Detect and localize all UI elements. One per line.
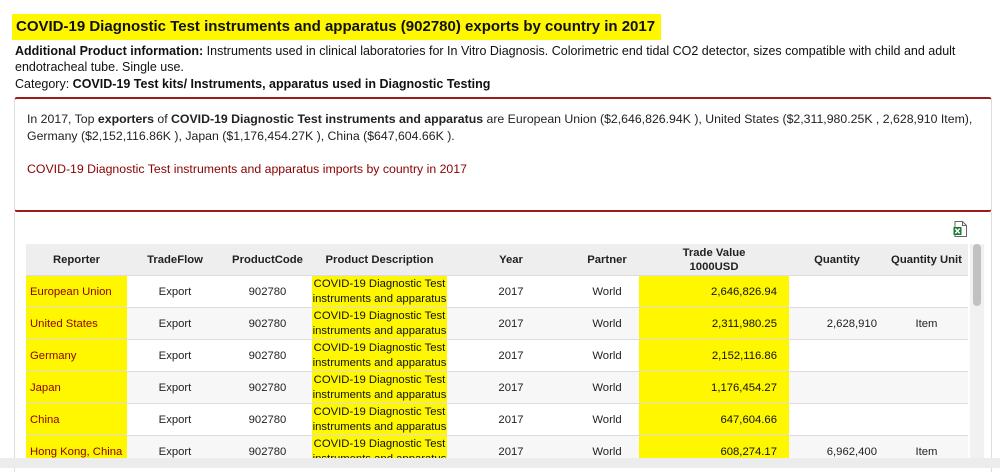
cell-trade-value: 2,152,116.86 (639, 339, 789, 372)
product-info-label: Additional Product information: (15, 44, 204, 58)
cell-trade-value: 2,311,980.25 (639, 307, 789, 340)
cell-quantity (789, 339, 885, 372)
cell-unit (885, 339, 968, 372)
col-tradevalue-line2: 1000USD (689, 260, 739, 273)
cell-description: COVID-19 Diagnostic Test instruments and… (312, 275, 447, 308)
summary-text: In 2017, Top exporters of COVID-19 Diagn… (27, 111, 977, 145)
cell-tradeflow: Export (127, 403, 223, 436)
table-row: Japan Export 902780 COVID-19 Diagnostic … (26, 371, 968, 404)
summary-part: In 2017, Top (27, 112, 98, 126)
cell-reporter[interactable]: European Union (26, 275, 127, 308)
cell-quantity (789, 403, 885, 436)
summary-part: are European Union ($2,646,826.94K ), Un… (27, 112, 973, 143)
col-description[interactable]: Product Description (312, 244, 447, 276)
summary-panel: In 2017, Top exporters of COVID-19 Diagn… (14, 97, 992, 212)
col-quantity-unit[interactable]: Quantity Unit (885, 244, 968, 276)
exports-table: Reporter TradeFlow ProductCode Product D… (26, 244, 968, 467)
cell-reporter[interactable]: Japan (26, 371, 127, 404)
cell-quantity (789, 275, 885, 308)
product-info-text: Instruments used in clinical laboratorie… (15, 44, 956, 74)
table-row: Germany Export 902780 COVID-19 Diagnosti… (26, 339, 968, 372)
page-title: COVID-19 Diagnostic Test instruments and… (12, 14, 662, 40)
cell-partner: World (575, 339, 639, 372)
cell-reporter[interactable]: Germany (26, 339, 127, 372)
summary-emphasis: COVID-19 Diagnostic Test instruments and… (171, 112, 484, 126)
col-reporter[interactable]: Reporter (26, 244, 127, 276)
cell-year: 2017 (447, 275, 575, 308)
cell-trade-value: 647,604.66 (639, 403, 789, 436)
cell-code: 902780 (223, 403, 312, 436)
scrollbar-thumb[interactable] (973, 244, 981, 306)
cell-description: COVID-19 Diagnostic Test instruments and… (312, 307, 447, 340)
cell-tradeflow: Export (127, 275, 223, 308)
category-label: Category: (15, 77, 70, 91)
summary-part: of (153, 112, 172, 126)
cell-partner: World (575, 403, 639, 436)
imports-link[interactable]: COVID-19 Diagnostic Test instruments and… (27, 162, 467, 176)
cell-unit: Item (885, 307, 968, 340)
cell-reporter[interactable]: China (26, 403, 127, 436)
cell-description: COVID-19 Diagnostic Test instruments and… (312, 371, 447, 404)
cell-code: 902780 (223, 275, 312, 308)
cell-quantity: 2,628,910 (789, 307, 885, 340)
cell-quantity (789, 371, 885, 404)
cell-partner: World (575, 307, 639, 340)
cell-tradeflow: Export (127, 307, 223, 340)
category-value: COVID-19 Test kits/ Instruments, apparat… (69, 77, 491, 91)
cell-code: 902780 (223, 371, 312, 404)
cell-year: 2017 (447, 339, 575, 372)
col-tradevalue-line1: Trade Value (682, 246, 746, 259)
cell-trade-value: 2,646,826.94 (639, 275, 789, 308)
cell-tradeflow: Export (127, 371, 223, 404)
product-info: Additional Product information: Instrume… (15, 43, 985, 75)
cell-unit (885, 371, 968, 404)
cell-reporter[interactable]: United States (26, 307, 127, 340)
window-bottom-edge (0, 458, 1000, 468)
col-partner[interactable]: Partner (575, 244, 639, 276)
cell-description: COVID-19 Diagnostic Test instruments and… (312, 403, 447, 436)
table-row: China Export 902780 COVID-19 Diagnostic … (26, 403, 968, 436)
table-scrollbar[interactable] (970, 244, 984, 468)
col-quantity[interactable]: Quantity (789, 244, 885, 276)
cell-code: 902780 (223, 307, 312, 340)
cell-partner: World (575, 275, 639, 308)
table-panel (14, 212, 992, 472)
excel-icon[interactable] (953, 221, 967, 237)
cell-year: 2017 (447, 307, 575, 340)
col-productcode[interactable]: ProductCode (223, 244, 312, 276)
table-row: European Union Export 902780 COVID-19 Di… (26, 275, 968, 308)
cell-year: 2017 (447, 403, 575, 436)
table-header-row: Reporter TradeFlow ProductCode Product D… (26, 244, 968, 276)
col-tradevalue[interactable]: Trade Value 1000USD (639, 244, 789, 276)
col-year[interactable]: Year (447, 244, 575, 276)
cell-description: COVID-19 Diagnostic Test instruments and… (312, 339, 447, 372)
cell-partner: World (575, 371, 639, 404)
cell-year: 2017 (447, 371, 575, 404)
cell-unit (885, 275, 968, 308)
summary-emphasis: exporters (97, 112, 154, 126)
cell-trade-value: 1,176,454.27 (639, 371, 789, 404)
col-tradeflow[interactable]: TradeFlow (127, 244, 223, 276)
cell-tradeflow: Export (127, 339, 223, 372)
table-row: United States Export 902780 COVID-19 Dia… (26, 307, 968, 340)
cell-unit (885, 403, 968, 436)
cell-code: 902780 (223, 339, 312, 372)
category: Category: COVID-19 Test kits/ Instrument… (15, 77, 490, 91)
